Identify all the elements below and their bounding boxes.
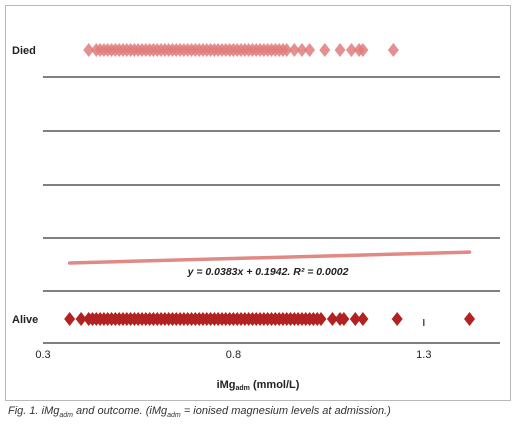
point-alive-1 — [75, 312, 87, 326]
point-alive-67 — [349, 312, 361, 326]
trendline-equation: y = 0.0383x + 0.1942. R² = 0.0002 — [187, 266, 349, 278]
x-axis-title: iMgadm (mmol/L) — [217, 379, 300, 392]
point-alive-63 — [315, 312, 327, 326]
axis-labels: Died Alive 0.3 0.8 1.3 — [12, 45, 431, 361]
trendline-group — [67, 250, 472, 265]
point-alive-66 — [338, 312, 350, 326]
point-died-60 — [387, 43, 399, 57]
point-died-55 — [319, 43, 331, 57]
point-alive-64 — [326, 312, 338, 326]
grid-lines — [43, 76, 500, 344]
point-alive-0 — [64, 312, 76, 326]
point-alive-69 — [391, 312, 403, 326]
point-died-0 — [83, 43, 95, 57]
point-died-53 — [296, 43, 308, 57]
figure-caption: Fig. 1. iMgadm and outcome. (iMgadm = io… — [8, 405, 391, 420]
x-tick-label-1: 0.8 — [226, 349, 241, 361]
point-alive-70 — [464, 312, 476, 326]
x-tick-label-2: 1.3 — [416, 349, 431, 361]
point-died-57 — [345, 43, 357, 57]
trendline — [67, 250, 472, 265]
chart-frame — [5, 5, 511, 401]
y-label-died: Died — [12, 45, 36, 57]
points-group — [64, 43, 476, 326]
x-tick-label-0: 0.3 — [35, 349, 50, 361]
point-died-59 — [357, 43, 369, 57]
y-label-alive: Alive — [12, 314, 38, 326]
point-alive-68 — [357, 312, 369, 326]
point-died-51 — [281, 43, 293, 57]
point-died-56 — [334, 43, 346, 57]
point-died-54 — [304, 43, 316, 57]
point-died-52 — [288, 43, 300, 57]
